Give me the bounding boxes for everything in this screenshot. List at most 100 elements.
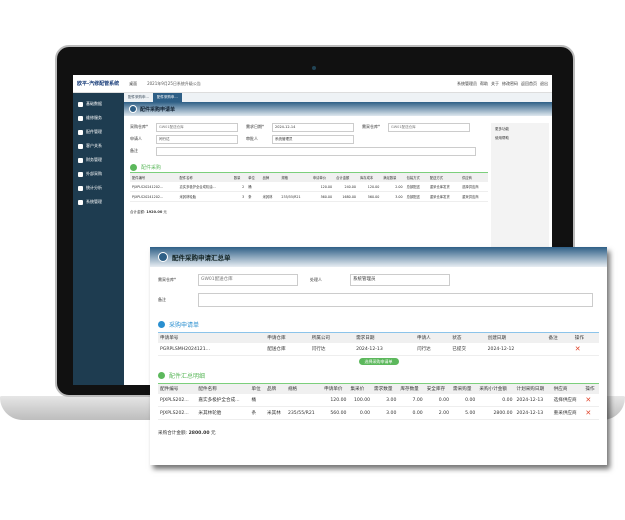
table-cell: 240.00 (334, 182, 359, 192)
top-link[interactable]: 系统管理员 (457, 80, 477, 86)
remark-input[interactable] (156, 146, 476, 156)
table-cell: 选择供应商 (551, 394, 584, 407)
sidebar-item[interactable]: 外部采购 (73, 167, 124, 181)
column-header: 操作 (583, 384, 599, 394)
menu-icon (78, 143, 83, 149)
section-title: 配件汇总明细 (169, 373, 206, 380)
need-warehouse-select[interactable]: GW01配送仓库 (388, 122, 470, 132)
table-cell (285, 394, 323, 407)
form: 采购仓库* GW01配送仓库 需求日期* 2024-12-14 需采仓库* GW… (130, 121, 488, 215)
total-unit: 元 (163, 210, 167, 214)
menu-icon (78, 101, 83, 107)
sidebar-item[interactable]: 系统管理 (73, 195, 124, 209)
handler-input[interactable]: 系统管理员 (350, 274, 450, 286)
table-cell: 120.00 (310, 182, 335, 192)
tab-1[interactable]: 配件采购申... (128, 95, 149, 99)
menu-icon (78, 199, 83, 205)
table-cell: 560.00 (322, 406, 349, 420)
column-header: 配件编号 (158, 384, 197, 394)
table-cell: 2 (231, 182, 247, 192)
table-cell: 2024-12-12 (485, 343, 547, 356)
table-cell: 米其林 (265, 406, 286, 420)
section-title: 配件采购 (141, 165, 162, 171)
form-icon (129, 105, 137, 113)
column-header: 申请仓库 (265, 333, 310, 343)
top-bar: 欧平-汽修配管系统 桌面 2021年9月25日系统升级公告 系统管理员 帮助 关于修… (73, 75, 552, 93)
top-link[interactable]: 修改密码 (502, 80, 518, 86)
column-header: 安全库存 (424, 384, 452, 394)
column-header: 规格 (279, 173, 311, 182)
sidebar-item[interactable]: 客户关系 (73, 139, 124, 153)
table-cell: 3.00 (381, 191, 405, 202)
table-row: PJXPLS20241202... 米其林轮胎 3 条米其林 235/55/R21 560… (130, 191, 488, 202)
top-link[interactable]: 帮助 (480, 80, 488, 86)
table-cell: 米其林 (260, 191, 280, 202)
notice[interactable]: 2021年9月25日系统升级公告 (147, 80, 201, 86)
table-cell (260, 182, 280, 192)
table-cell: 0.00 (398, 406, 425, 420)
column-header: 需采购量 (451, 384, 478, 394)
sidebar-item[interactable]: 维修服务 (73, 111, 124, 125)
table-cell: 配送仓库 (265, 343, 310, 356)
label: 需采仓库* (362, 124, 380, 129)
sidebar-item-label: 系统管理 (86, 199, 102, 204)
section-header: 配件采购 (130, 163, 488, 173)
table-cell (265, 394, 286, 407)
home-link[interactable]: 桌面 (129, 80, 138, 86)
column-header: 合计金额 (334, 173, 359, 182)
column-header: 配件名称 (177, 173, 232, 182)
remark-input[interactable] (198, 293, 593, 307)
section-icon (130, 164, 137, 171)
top-link[interactable]: 退出 (540, 80, 548, 86)
select-request-button[interactable]: 选择采购申请单 (358, 358, 399, 365)
table-cell: 0.00 (477, 394, 515, 407)
sidebar-item[interactable]: 统计分析 (73, 181, 124, 195)
menu-icon (78, 129, 83, 135)
section-icon (158, 321, 165, 328)
table-cell: 2.00 (381, 182, 405, 192)
sidebar-item-label: 维修服务 (86, 115, 102, 120)
menu-icon (78, 157, 83, 163)
top-link[interactable]: 返回首页 (521, 80, 537, 86)
tab-2[interactable]: 配件采购申... (152, 93, 182, 102)
delete-button[interactable]: ✕ (572, 343, 599, 356)
dialog-title: 配件采购申请汇总单 (172, 254, 231, 262)
label: 需求日期* (246, 124, 264, 129)
sidebar-item[interactable]: 配件管理 (73, 125, 124, 139)
sidebar-item-label: 财务管理 (86, 157, 102, 162)
table-cell (546, 343, 573, 356)
table-cell: 闫行达 (309, 343, 355, 356)
date-input[interactable]: 2024-12-14 (272, 122, 354, 132)
top-link[interactable]: 关于 (491, 80, 499, 86)
sidebar-item-label: 外部采购 (86, 171, 102, 176)
table-cell: 2800.00 (477, 406, 515, 420)
column-header: 创建日期 (485, 333, 547, 343)
applicant-input[interactable]: 闫行达 (156, 134, 238, 144)
column-header: 满足数量 (381, 173, 405, 182)
table-cell: 桶 (246, 182, 261, 192)
approver-input[interactable]: 系统管理员 (272, 134, 354, 144)
more-functions-link[interactable]: 更多功能 (495, 127, 509, 131)
summary-table: 配件编号 配件名称 单位 品牌 规格 申请单价 集采价 需求数量 库存数量 安全库存 需采购量 采购小… (158, 384, 599, 420)
column-header: 配件名称 (196, 384, 250, 394)
column-header: 供应商 (551, 384, 584, 394)
warehouse-select[interactable]: GW01配送仓库 (156, 122, 238, 132)
column-header: 数量 (231, 173, 247, 182)
delete-button[interactable]: ✕ (583, 394, 599, 407)
section-icon (158, 372, 165, 379)
table-cell: 235/55/R21 (279, 191, 311, 202)
sidebar-item-label: 统计分析 (86, 185, 102, 190)
table-cell: PGRPLSMH2024121... (158, 343, 266, 356)
delete-button[interactable]: ✕ (583, 406, 599, 420)
column-header: 需求数量 (372, 384, 399, 394)
table-cell: 3 (231, 191, 247, 202)
table-cell: PJXPLS20241202... (130, 191, 178, 202)
warehouse-select[interactable]: GW01配送仓库 (198, 274, 298, 286)
table-cell: 嘉实多极护全合成... (196, 394, 250, 407)
table-cell: PJXPLS20241202... (130, 182, 178, 192)
column-header: 状态 (450, 333, 486, 343)
table-cell: 0.00 (348, 406, 373, 420)
sidebar-item[interactable]: 财务管理 (73, 153, 124, 167)
sidebar-item[interactable]: 基础数据 (73, 97, 124, 111)
help-link[interactable]: 使用帮助 (495, 136, 509, 140)
